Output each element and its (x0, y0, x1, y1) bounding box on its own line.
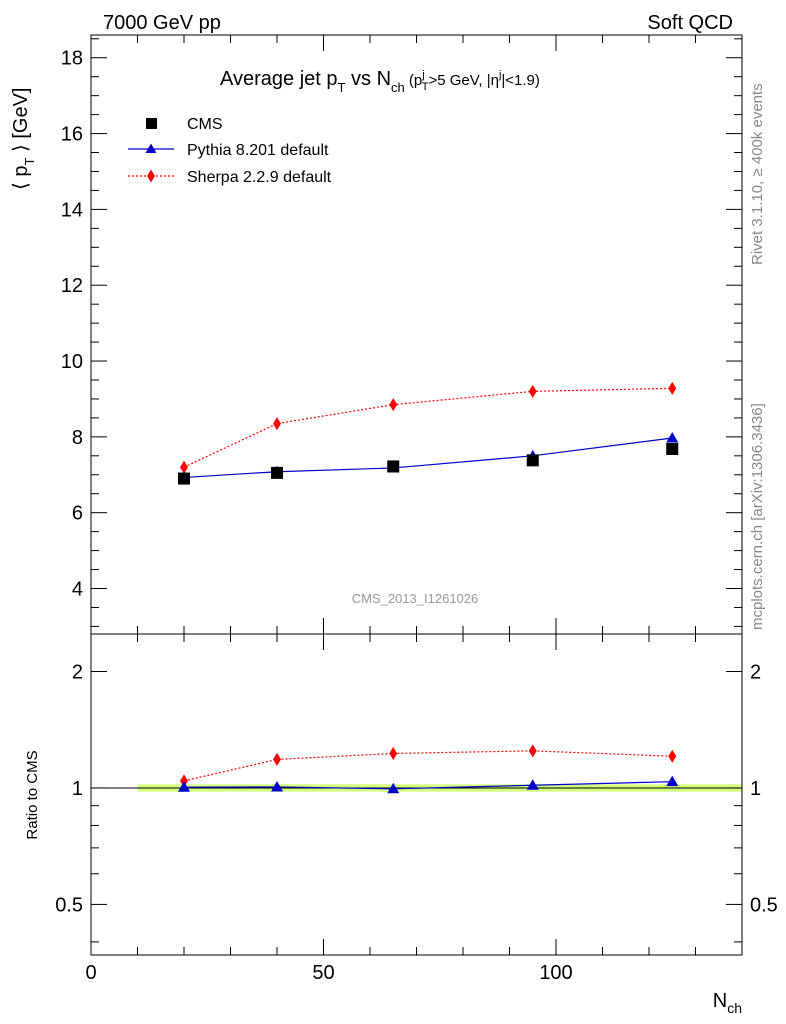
data-point-diamond (528, 744, 537, 758)
x-tick-labels: 0 50 100 (85, 962, 572, 984)
ylabel-sub: T (22, 158, 37, 166)
y-tick-label: 12 (61, 275, 83, 297)
series-line (183, 437, 673, 479)
title-sup: j (498, 69, 501, 81)
y-tick-label: 14 (61, 199, 83, 221)
data-point-triangle (178, 781, 190, 792)
data-point-diamond (273, 417, 281, 431)
ratio-y-tick-label-right: 1 (750, 778, 761, 800)
y-tick-label: 16 (61, 124, 83, 146)
y-tick-label: 10 (61, 351, 83, 373)
title-sub: T (422, 81, 429, 93)
series-line (183, 387, 673, 468)
data-point-triangle (666, 431, 679, 443)
data-point-triangle (666, 775, 679, 787)
data-point-diamond (180, 460, 188, 474)
legend-label-cms: CMS (187, 116, 223, 133)
y-tick-label: 6 (72, 503, 83, 525)
ratio-y-tick-labels: 0.5 0.5 1 1 2 2 (55, 661, 778, 916)
data-point-diamond (389, 746, 398, 760)
header-energy-label: 7000 GeV pp (103, 12, 221, 34)
xlabel-sub: ch (727, 1000, 742, 1016)
data-point-diamond (668, 381, 677, 395)
title-sub: T (338, 80, 346, 95)
ratio-y-tick-label-left: 0.5 (55, 894, 83, 916)
legend-label-sherpa: Sherpa 2.2.9 default (187, 169, 332, 186)
ratio-y-tick-label-left: 2 (72, 661, 83, 683)
ratio-y-tick-label-right: 2 (750, 661, 761, 683)
title-part: Average jet p (220, 68, 338, 90)
ratio-plot-panel: 0.5 0.5 1 1 2 2 0 50 100 Ratio to CMS Nch (24, 633, 778, 1016)
x-axis-label: Nch (713, 990, 742, 1016)
series-line (183, 750, 673, 782)
x-tick-label: 0 (85, 962, 96, 984)
data-point-diamond (528, 384, 537, 398)
data-point-triangle (526, 779, 539, 790)
ylabel-part: ⟩ [GeV] (10, 88, 32, 158)
ratio-plot-frame (90, 633, 743, 956)
y-tick-label: 8 (72, 427, 83, 449)
data-point-diamond (668, 749, 677, 763)
title-part: (p (405, 72, 423, 89)
legend-label-pythia: Pythia 8.201 default (187, 142, 329, 159)
data-point-square (271, 466, 283, 479)
analysis-watermark: CMS_2013_I1261026 (352, 591, 479, 606)
data-point-square (666, 442, 679, 455)
y-tick-label: 18 (61, 48, 83, 70)
xlabel-main: N (713, 990, 727, 1012)
data-point-square (526, 454, 539, 467)
data-point-diamond (273, 752, 281, 766)
ratio-y-tick-label-right: 0.5 (750, 894, 778, 916)
title-sub: ch (391, 80, 405, 95)
data-point-diamond (389, 398, 398, 412)
data-point-diamond (180, 774, 188, 788)
x-tick-label: 100 (539, 962, 572, 984)
title-part: |<1.9) (501, 72, 540, 89)
main-plot-title: Average jet pT vs Nch (pj T>5 GeV, |ηj|<1… (220, 68, 540, 95)
ratio-axis-ticks (90, 634, 743, 955)
title-part: >5 GeV, |η (428, 72, 498, 89)
title-sup: j (421, 69, 424, 81)
ratio-series-layer (178, 744, 679, 794)
legend-marker-cms (146, 118, 157, 129)
header-category-label: Soft QCD (647, 12, 733, 34)
title-part: vs N (345, 68, 391, 90)
legend: CMS Pythia 8.201 default Sherpa 2.2.9 de… (128, 116, 332, 186)
legend-marker-sherpa (147, 169, 155, 183)
mcplots-label: mcplots.cern.ch [arXiv:1306.3436] (749, 403, 766, 630)
x-tick-label: 50 (312, 962, 334, 984)
main-y-tick-labels: 4 6 8 10 12 14 16 18 (61, 48, 83, 601)
main-axis-ticks (90, 35, 743, 634)
main-series-layer (178, 381, 679, 485)
main-y-axis-label: ⟨ pT ⟩ [GeV] (10, 88, 37, 191)
data-point-square (387, 460, 400, 473)
rivet-label: Rivet 3.1.10, ≥ 400k events (749, 83, 766, 265)
legend-marker-pythia (145, 143, 157, 153)
y-tick-label: 4 (72, 579, 83, 601)
data-point-square (178, 472, 190, 485)
ratio-y-tick-label-left: 1 (72, 778, 83, 800)
ylabel-part: ⟨ p (10, 166, 32, 190)
ratio-y-axis-label: Ratio to CMS (24, 750, 41, 839)
data-point-triangle (271, 780, 283, 792)
data-point-triangle (387, 782, 400, 794)
